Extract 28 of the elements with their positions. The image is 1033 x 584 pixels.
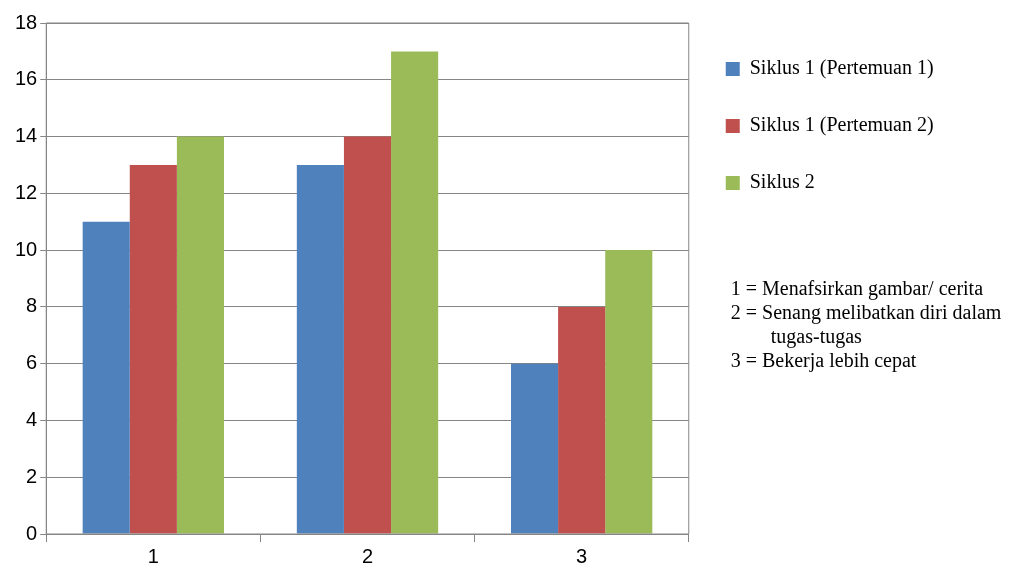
text: 2 = Senang melibatkan diri dalam tugas-tugas [730,301,1002,349]
bar [391,51,439,534]
bar [82,221,130,534]
legend-label: Siklus 1 (Pertemuan 2) [749,113,934,137]
y-tick-label: 4 [26,407,38,430]
x-tick-label: 3 [576,544,588,567]
y-tick-label: 14 [15,124,38,147]
y-tick-label: 12 [15,180,38,203]
bar [343,136,392,534]
bar [605,250,653,534]
y-tick-label: 8 [26,294,38,317]
text: 3 = Bekerja lebih cepat [730,349,917,373]
bar [296,164,344,534]
y-tick-label: 6 [26,351,38,374]
bar [558,306,606,534]
y-tick-label: 16 [15,67,38,90]
text: 1 = Menafsirkan gambar/ cerita [730,277,984,301]
bar [510,363,559,534]
y-tick-label: 10 [15,237,38,260]
bar [176,136,225,534]
x-tick-label: 2 [361,544,374,567]
bar [129,164,177,534]
y-tick-label: 0 [26,521,38,544]
y-tick-label: 18 [15,10,38,33]
legend-label: Siklus 2 [749,170,815,193]
x-tick-label: 1 [147,544,159,567]
legend-label: Siklus 1 (Pertemuan 1) [749,56,934,80]
y-tick-label: 2 [26,464,38,487]
